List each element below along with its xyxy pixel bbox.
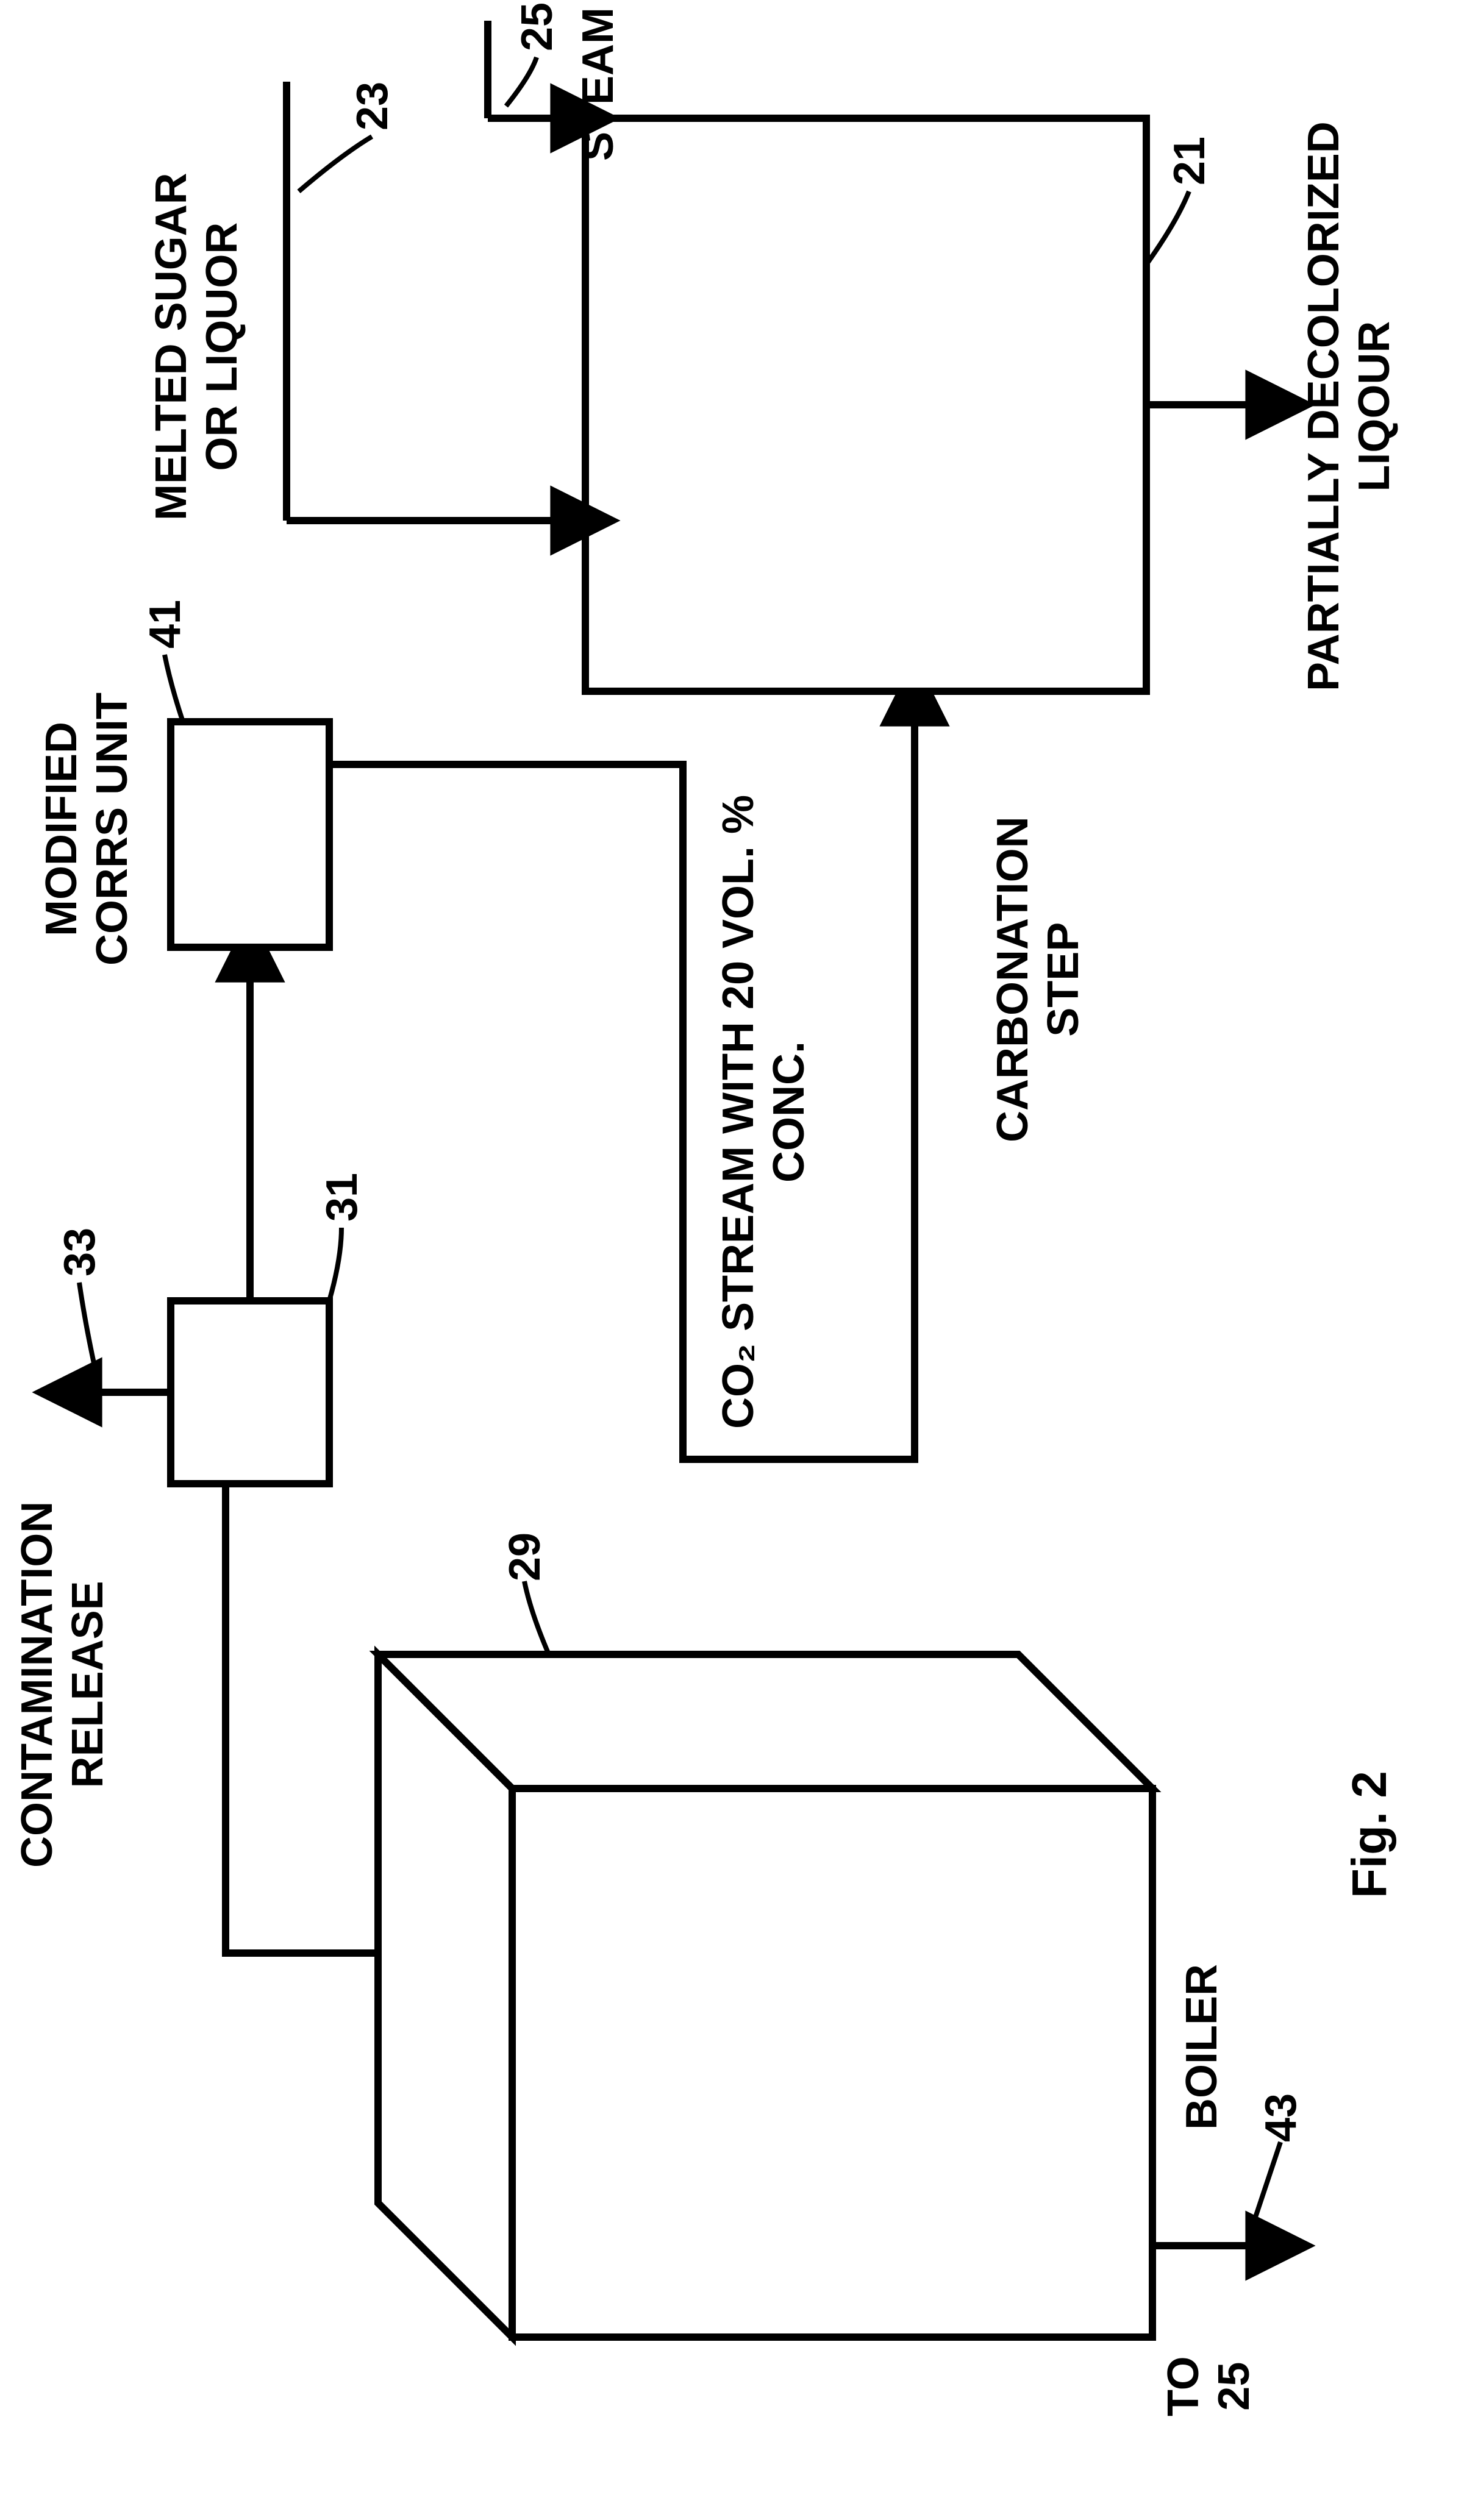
carbonation-label: CARBONATION STEP [988, 816, 1089, 1142]
ref-23: 23 [348, 82, 398, 130]
leader-41 [165, 655, 183, 722]
corrs-unit-box [171, 722, 329, 947]
ref-41: 41 [140, 600, 191, 649]
melted-label: MELTED SUGAR OR LIQUOR [146, 173, 248, 521]
steam-label: STEAM [573, 7, 624, 161]
co2-stream-line [329, 691, 915, 1459]
leader-25 [506, 57, 537, 106]
carbonation-box [585, 118, 1146, 691]
leader-33 [79, 1283, 98, 1380]
boiler-label: BOILER [1177, 1964, 1227, 2130]
ref-43: 43 [1256, 2093, 1307, 2142]
corrs-label: MODIFIED CORRS UNIT [37, 692, 138, 966]
contamination-label: CONTAMINATION RELEASE [12, 1501, 113, 1868]
leader-23 [299, 137, 372, 191]
leader-29 [524, 1581, 549, 1654]
output-label: PARTIALLY DECOLORIZED LIQOUR [1299, 121, 1400, 691]
figure-label: Fig. 2 [1341, 1771, 1398, 1898]
ref-31: 31 [317, 1173, 368, 1222]
ref-21: 21 [1165, 137, 1215, 185]
unit-31 [171, 1301, 329, 1484]
leader-21 [1146, 191, 1189, 265]
boiler-box [378, 1654, 1152, 2337]
co2-label: CO₂ STREAM WITH 20 VOL. % CONC. [713, 795, 815, 1429]
boiler-to-31 [226, 1484, 378, 1953]
to25-label: TO 25 [1159, 2356, 1260, 2416]
diagram-stage: BOILER 29 TO 25 43 31 CONTAMINATION RELE… [0, 0, 1464, 2520]
ref-29: 29 [500, 1532, 551, 1581]
leader-31 [329, 1228, 341, 1301]
ref-25: 25 [512, 2, 563, 51]
ref-33: 33 [55, 1228, 105, 1276]
leader-43 [1250, 2142, 1280, 2233]
